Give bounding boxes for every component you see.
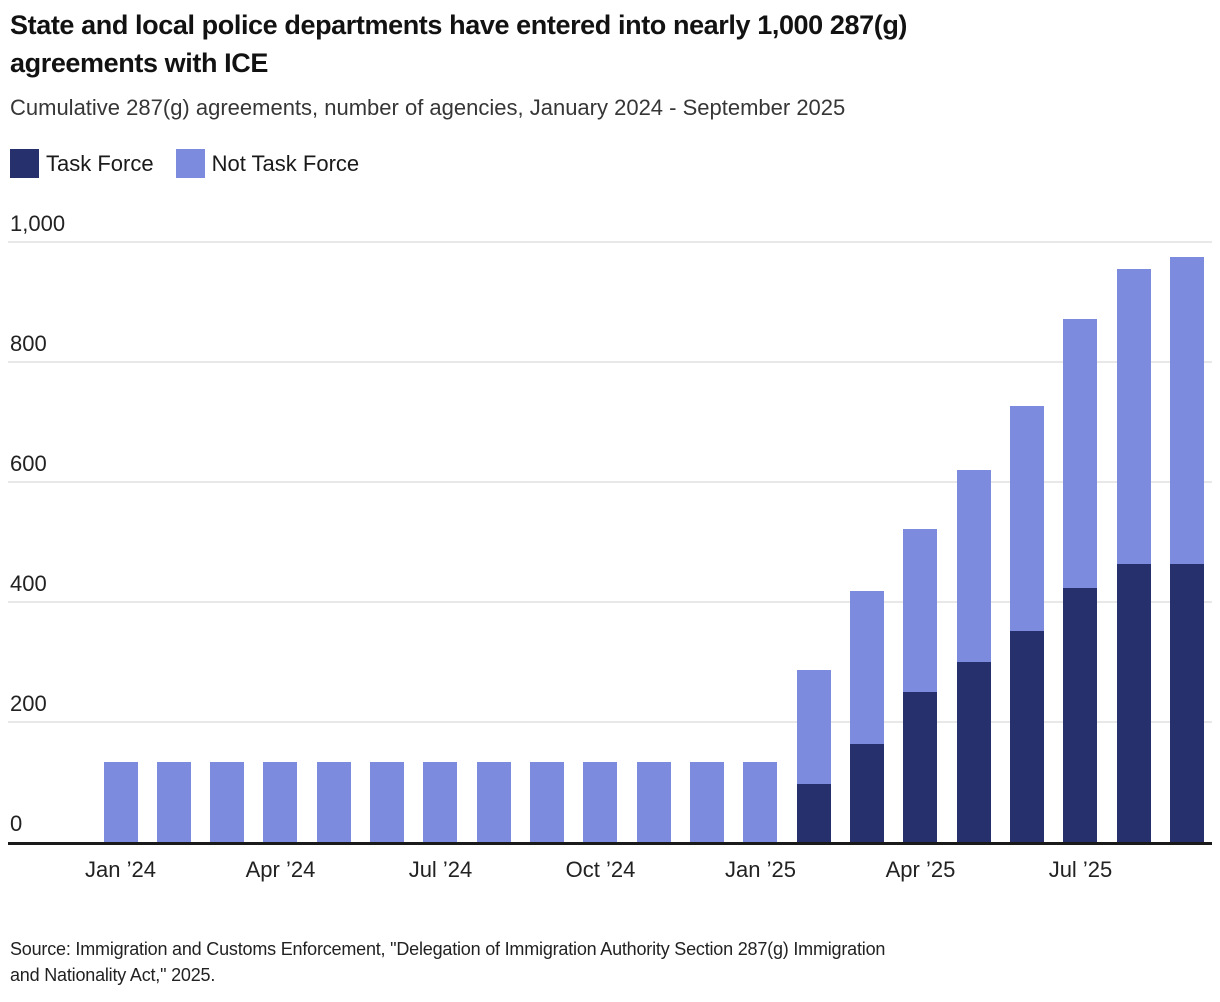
bar-task-force-apr-25 [903, 692, 938, 842]
y-tick-label-600: 600 [10, 451, 47, 476]
legend-label-not-task-force: Not Task Force [211, 150, 360, 176]
gridline-1000 [8, 241, 1212, 243]
bar-not-task-force-aug-25 [1116, 269, 1151, 565]
x-tick-label-apr-25: Apr ’25 [885, 857, 956, 882]
bar-task-force-may-25 [956, 662, 991, 842]
y-tick-label-1000: 1,000 [10, 211, 66, 236]
bar-not-task-force-may-24 [316, 762, 351, 842]
bar-not-task-force-apr-24 [263, 762, 298, 842]
bar-not-task-force-jan-25 [743, 762, 778, 842]
y-tick-label-400: 400 [10, 571, 47, 596]
legend-swatch-task-force [10, 149, 39, 178]
chart-subtitle: Cumulative 287(g) agreements, number of … [10, 95, 846, 120]
gridline-400 [8, 601, 1212, 603]
bar-task-force-sep-25 [1170, 564, 1205, 842]
x-tick-label-apr-24: Apr ’24 [245, 857, 316, 882]
source-note-line-1: Source: Immigration and Customs Enforcem… [10, 939, 886, 959]
chart-title-line-1: State and local police departments have … [10, 10, 908, 40]
x-tick-label-jul-24: Jul ’24 [408, 857, 473, 882]
gridline-200 [8, 721, 1212, 723]
y-tick-label-200: 200 [10, 691, 47, 716]
gridline-600 [8, 481, 1212, 483]
bar-not-task-force-mar-24 [210, 762, 245, 842]
legend-item-task-force: Task Force [10, 149, 154, 178]
bar-task-force-mar-25 [850, 743, 885, 842]
bar-not-task-force-feb-25 [796, 670, 831, 785]
bar-not-task-force-jun-24 [370, 762, 405, 842]
chart-title: State and local police departments have … [10, 6, 1160, 82]
bar-task-force-aug-25 [1116, 564, 1151, 842]
bar-not-task-force-apr-25 [903, 528, 938, 692]
legend-label-task-force: Task Force [46, 150, 154, 176]
bar-not-task-force-nov-24 [636, 762, 671, 842]
chart-legend: Task Force Not Task Force [10, 149, 359, 178]
bar-task-force-feb-25 [796, 784, 831, 842]
legend-item-not-task-force: Not Task Force [175, 149, 360, 178]
source-note-line-2: and Nationality Act," 2025. [10, 965, 216, 985]
bar-not-task-force-oct-24 [583, 762, 618, 842]
bar-not-task-force-jul-25 [1063, 319, 1098, 588]
bar-not-task-force-sep-24 [530, 762, 565, 842]
x-tick-label-jan-25: Jan ’25 [725, 857, 796, 882]
bar-not-task-force-sep-25 [1170, 257, 1205, 565]
gridline-800 [8, 361, 1212, 363]
bar-not-task-force-mar-25 [850, 590, 885, 744]
bar-not-task-force-aug-24 [476, 762, 511, 842]
bar-not-task-force-feb-24 [156, 762, 191, 842]
bar-not-task-force-jul-24 [423, 762, 458, 842]
bar-not-task-force-jan-24 [103, 762, 138, 842]
source-note: Source: Immigration and Customs Enforcem… [10, 936, 1200, 988]
bar-task-force-jun-25 [1010, 630, 1045, 842]
x-tick-label-oct-24: Oct ’24 [565, 857, 636, 882]
y-tick-label-0: 0 [10, 811, 23, 836]
bar-not-task-force-jun-25 [1010, 405, 1045, 631]
x-tick-label-jan-24: Jan ’24 [85, 857, 156, 882]
x-axis-line [8, 842, 1212, 845]
legend-swatch-not-task-force [175, 149, 205, 178]
y-tick-label-800: 800 [10, 331, 47, 356]
bar-not-task-force-may-25 [956, 470, 991, 662]
x-tick-label-jul-25: Jul ’25 [1048, 857, 1113, 882]
bar-not-task-force-dec-24 [690, 762, 725, 842]
chart-title-line-2: agreements with ICE [10, 48, 268, 78]
bar-task-force-jul-25 [1063, 587, 1098, 842]
